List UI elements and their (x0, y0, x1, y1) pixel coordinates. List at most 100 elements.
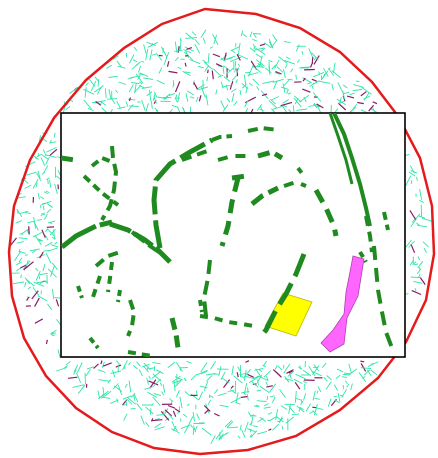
scattered-segment (252, 78, 260, 86)
scattered-segment (194, 425, 198, 431)
scattered-segment (259, 416, 267, 422)
road-segment (328, 113, 354, 185)
scattered-segment (190, 373, 198, 381)
scattered-segment (313, 57, 317, 61)
scattered-segment (338, 100, 345, 105)
scattered-segment (154, 418, 160, 421)
scattered-segment (263, 370, 271, 378)
scattered-segment (227, 426, 239, 429)
scattered-segment (100, 360, 103, 365)
scattered-segment (171, 375, 181, 383)
scattered-segment (33, 217, 37, 229)
scattered-segment (97, 79, 100, 87)
scattered-segments-layer (8, 29, 433, 445)
scattered-segment (311, 78, 317, 82)
scattered-segment (17, 210, 19, 214)
scattered-segment (405, 239, 412, 248)
scattered-segment (253, 47, 264, 51)
scattered-segment (287, 92, 292, 95)
scattered-segment (302, 77, 306, 82)
scattered-segment (33, 281, 45, 287)
scattered-segment (311, 85, 314, 90)
scattered-segment (221, 377, 230, 384)
scattered-segment (145, 421, 150, 427)
scattered-segment (116, 60, 122, 68)
road-segment (126, 299, 137, 337)
scattered-segment (286, 369, 294, 374)
scattered-segment (341, 376, 347, 378)
scattered-segment (268, 99, 278, 109)
scattered-segment (209, 46, 214, 49)
scattered-segment (419, 188, 423, 200)
scattered-segment (244, 421, 249, 433)
scattered-segment (117, 384, 123, 396)
scattered-segment (258, 55, 263, 68)
scattered-segment (161, 391, 165, 396)
scattered-segment (148, 375, 151, 380)
scattered-segment (46, 208, 52, 214)
scattered-segment (34, 297, 40, 307)
scattered-segment (198, 95, 202, 102)
scattered-segment (73, 364, 79, 373)
scattered-segment (143, 365, 149, 373)
scattered-segment (111, 98, 116, 104)
scattered-segment (291, 413, 300, 416)
red-circular-boundary (7, 7, 436, 456)
scattered-segment (86, 366, 95, 370)
scattered-segment (18, 237, 28, 240)
scattered-segment (41, 154, 49, 160)
scattered-segment (174, 380, 182, 388)
scattered-segment (174, 408, 181, 413)
scattered-segment (149, 89, 152, 101)
scattered-segment (133, 395, 136, 401)
scattered-segment (195, 390, 198, 397)
scattered-segment (286, 89, 289, 94)
scattered-segment (43, 191, 48, 195)
scattered-segment (230, 88, 237, 93)
scattered-segment (215, 63, 223, 68)
scattered-segment (154, 423, 162, 429)
scattered-segment (168, 413, 174, 420)
scattered-segment (288, 403, 292, 414)
scattered-segment (296, 59, 300, 63)
scattered-segment (309, 410, 314, 414)
scattered-segment (339, 394, 344, 397)
scattered-segment (182, 413, 187, 418)
scattered-segment (222, 57, 233, 61)
scattered-segment (283, 104, 288, 108)
scattered-segment (231, 93, 235, 103)
scattered-segment (152, 361, 161, 365)
scattered-segment (128, 97, 132, 102)
scattered-segment (83, 88, 95, 95)
scattered-segment (174, 56, 179, 62)
road-segment (181, 148, 211, 162)
scattered-segment (249, 434, 253, 438)
scattered-segment (203, 405, 211, 412)
scattered-segment (269, 383, 277, 393)
scattered-segment (206, 375, 213, 382)
scattered-segment (421, 217, 433, 222)
scattered-segment (87, 107, 94, 112)
scattered-segment (361, 87, 372, 95)
road-segment (211, 134, 233, 142)
scattered-segment (305, 403, 311, 412)
road-segment (127, 350, 153, 357)
scattered-segment (158, 67, 163, 74)
scattered-segment (418, 274, 421, 278)
scattered-segment (294, 390, 297, 403)
scattered-segment (183, 49, 191, 54)
scattered-segment (346, 383, 350, 388)
scattered-segment (253, 405, 259, 407)
scattered-segment (285, 377, 290, 383)
scattered-segment (272, 39, 278, 47)
scattered-segment (154, 426, 165, 431)
scattered-segment (367, 361, 379, 368)
scattered-segment (410, 276, 422, 279)
scattered-segment (342, 90, 345, 100)
scattered-segment (145, 103, 149, 112)
scattered-segment (278, 56, 288, 64)
scattered-segment (270, 98, 276, 105)
scattered-segment (271, 64, 277, 70)
scattered-segment (186, 90, 195, 96)
scattered-segment (173, 425, 178, 431)
